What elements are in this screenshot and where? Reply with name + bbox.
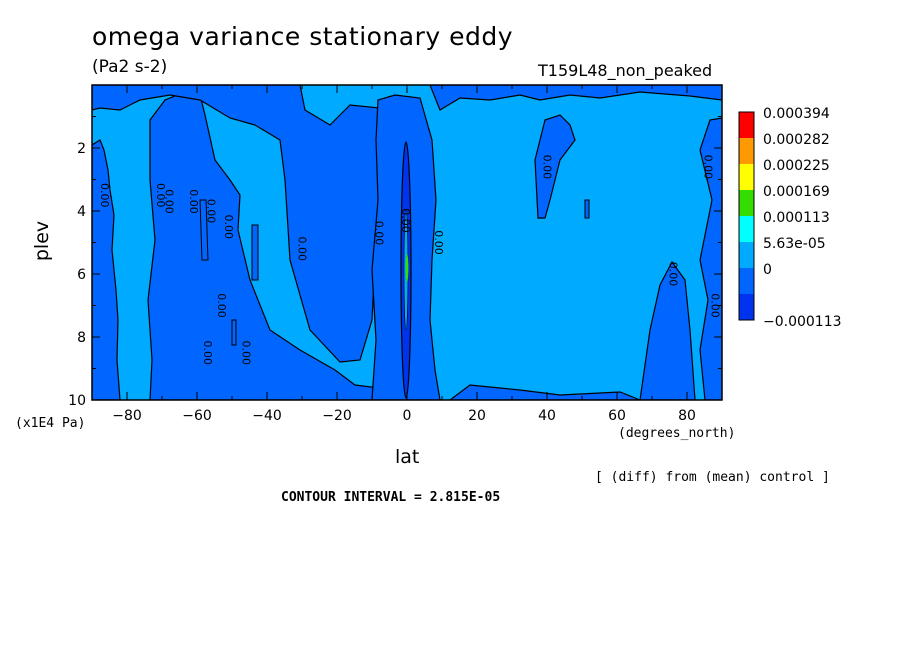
- contour-label: 0.00: [240, 341, 253, 366]
- contour-label: 0.00: [373, 221, 386, 246]
- diff-note: [ (diff) from (mean) control ]: [595, 470, 830, 485]
- negative-region-north-top: [429, 85, 722, 111]
- y-tick-label: 2: [77, 141, 86, 157]
- contour-label: 0.00: [667, 262, 680, 287]
- contour-label: 0.00: [205, 199, 218, 224]
- legend-swatch: [739, 242, 754, 268]
- negative-streak-4: [199, 199, 209, 261]
- contour-label: 0.00: [702, 155, 715, 180]
- negative-region-floor: [449, 384, 641, 400]
- units-label: (Pa2 s-2): [92, 57, 168, 77]
- contour-label: 0.00: [215, 293, 228, 318]
- negative-region-south-midlat: [147, 91, 396, 400]
- legend-label: 5.63e-05: [763, 236, 826, 252]
- x-tick-label: −60: [182, 408, 212, 424]
- x-tick-label: −40: [252, 408, 282, 424]
- legend: 0.000394 0.000282 0.000225 0.000169 0.000113…: [738, 106, 842, 330]
- contour-label: 0.00: [98, 183, 111, 208]
- chart-title: omega variance stationary eddy: [92, 22, 514, 51]
- legend-swatch: [739, 216, 754, 242]
- y-axis: 2 4 6 8 10: [68, 116, 722, 409]
- legend-frame: [738, 111, 755, 321]
- x-tick-label: −20: [322, 408, 352, 424]
- negative-region-north-pole: [699, 117, 722, 400]
- x-tick-label: 20: [468, 408, 486, 424]
- contour-interval: CONTOUR INTERVAL = 2.815E-05: [281, 490, 501, 505]
- legend-label: 0.000113: [763, 210, 830, 226]
- legend-label: 0: [763, 262, 772, 278]
- experiment-label: T159L48_non_peaked: [538, 61, 713, 80]
- contour-label: 0.00: [222, 215, 235, 240]
- contour-label: 0.00: [432, 230, 445, 255]
- contour-label: 0.00: [163, 189, 176, 214]
- contour-labels: 0.00 0.000.00 0.00 0.000.000.000.00 0.000.00…: [98, 155, 722, 365]
- equatorial-core-green: [405, 254, 409, 282]
- y-tick-label: 4: [77, 204, 86, 220]
- y-tick-label: 10: [68, 393, 86, 409]
- y-axis-title: plev: [31, 220, 54, 262]
- legend-swatch: [739, 138, 754, 164]
- negative-streak-2: [251, 224, 259, 281]
- legend-label: 0.000225: [763, 158, 830, 174]
- legend-swatch: [739, 268, 754, 294]
- contour-label: 0.00: [296, 237, 309, 261]
- legend-swatch: [739, 294, 754, 320]
- y-tick-label: 6: [77, 267, 86, 283]
- legend-label: −0.000113: [763, 314, 842, 330]
- x-tick-label: 40: [538, 408, 556, 424]
- legend-swatch: [739, 164, 754, 190]
- y-scale-label: (x1E4 Pa): [15, 416, 86, 431]
- x-tick-label: 60: [608, 408, 626, 424]
- legend-label: 0.000394: [763, 106, 830, 122]
- legend-label: 0.000169: [763, 184, 830, 200]
- x-axis: −80 −60 −40 −20 0 20 40 60 80: [91, 85, 723, 424]
- negative-region-south-band: [92, 85, 383, 363]
- contour-label: 0.00: [187, 189, 200, 214]
- negative-streak-3: [584, 199, 590, 219]
- x-tick-label: 0: [403, 408, 412, 424]
- legend-swatch: [739, 112, 754, 138]
- x-axis-title: lat: [395, 446, 420, 468]
- contour-label: 0.00: [154, 183, 167, 208]
- y-tick-label: 8: [77, 330, 86, 346]
- contour-label: 0.00: [399, 208, 412, 233]
- negative-region-north-lower: [639, 260, 696, 400]
- contour-label: 0.00: [709, 293, 722, 318]
- x-tick-label: −80: [112, 408, 142, 424]
- negative-streak-1: [231, 319, 237, 346]
- contour-label: 0.00: [541, 155, 554, 180]
- x-tick-label: 80: [678, 408, 696, 424]
- legend-swatch: [739, 190, 754, 216]
- negative-region-north-mid: [534, 114, 576, 219]
- negative-region-south-pole: [92, 139, 121, 400]
- x-units-label: (degrees_north): [618, 426, 736, 441]
- legend-label: 0.000282: [763, 132, 830, 148]
- contour-label: 0.00: [201, 341, 214, 366]
